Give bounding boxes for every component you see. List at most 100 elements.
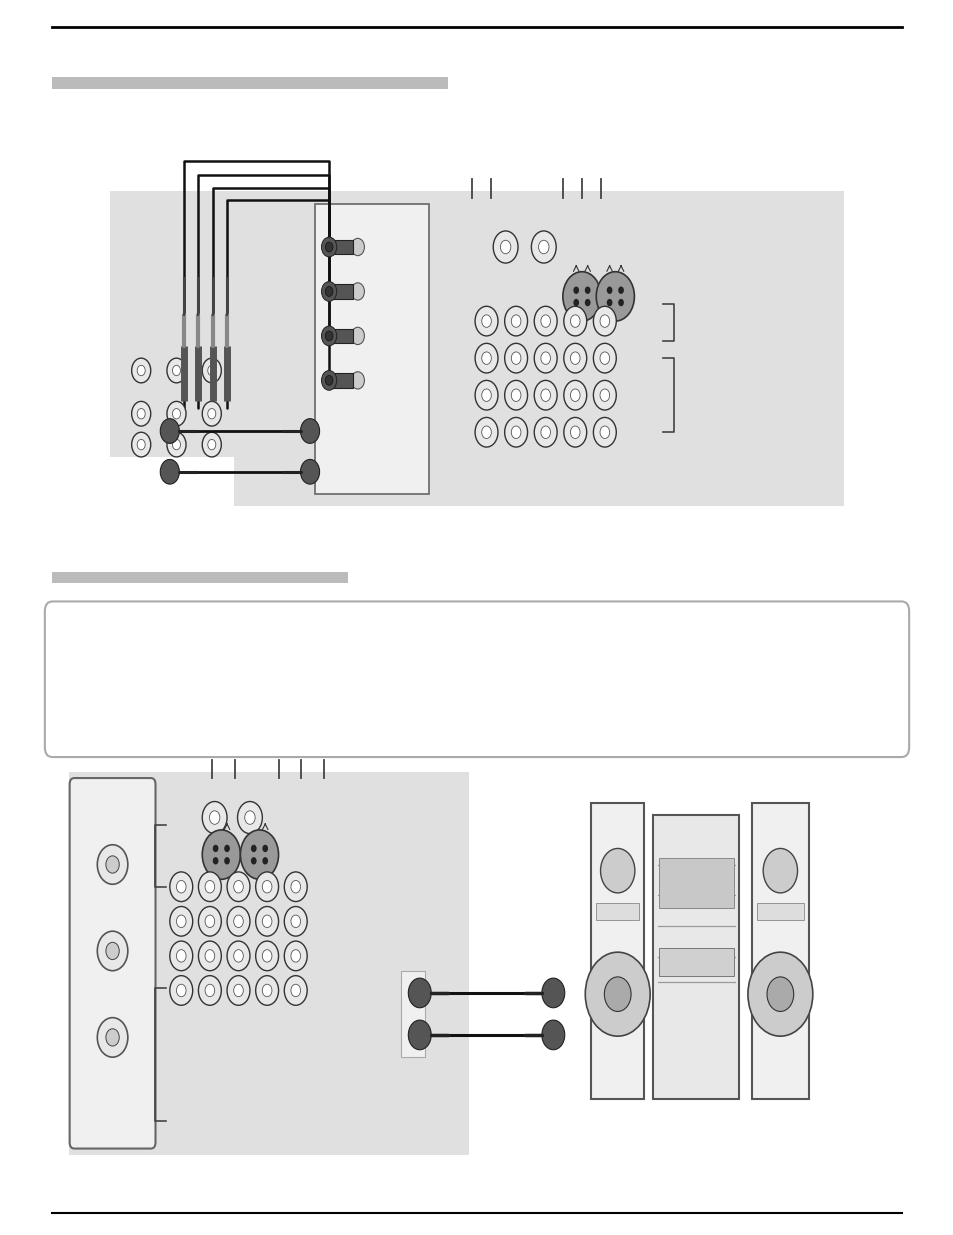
Circle shape	[534, 306, 557, 336]
Circle shape	[596, 272, 634, 321]
Circle shape	[233, 950, 243, 962]
Circle shape	[167, 358, 186, 383]
Circle shape	[160, 459, 179, 484]
Circle shape	[481, 352, 491, 364]
Circle shape	[541, 978, 564, 1008]
Circle shape	[325, 242, 333, 252]
Circle shape	[540, 315, 550, 327]
Bar	[400, 971, 424, 1057]
Circle shape	[504, 306, 527, 336]
Circle shape	[321, 282, 336, 301]
Circle shape	[351, 283, 364, 300]
Circle shape	[167, 401, 186, 426]
Bar	[314, 204, 429, 494]
Circle shape	[584, 299, 590, 306]
Circle shape	[284, 872, 307, 902]
Circle shape	[208, 440, 215, 450]
Circle shape	[132, 358, 151, 383]
Circle shape	[291, 915, 300, 927]
Circle shape	[618, 287, 623, 294]
Circle shape	[97, 845, 128, 884]
Bar	[69, 772, 469, 1155]
Bar	[329, 284, 353, 299]
Circle shape	[205, 950, 214, 962]
Circle shape	[255, 906, 278, 936]
Circle shape	[534, 343, 557, 373]
Circle shape	[205, 984, 214, 997]
Circle shape	[227, 906, 250, 936]
Circle shape	[534, 380, 557, 410]
Circle shape	[284, 941, 307, 971]
Circle shape	[198, 906, 221, 936]
Circle shape	[167, 432, 186, 457]
Circle shape	[351, 327, 364, 345]
Circle shape	[172, 409, 180, 419]
Circle shape	[106, 942, 119, 960]
Circle shape	[481, 389, 491, 401]
Bar	[756, 903, 803, 920]
Circle shape	[262, 857, 268, 864]
Circle shape	[202, 401, 221, 426]
Circle shape	[599, 389, 609, 401]
Circle shape	[262, 984, 272, 997]
Circle shape	[593, 306, 616, 336]
Circle shape	[325, 287, 333, 296]
Circle shape	[137, 409, 145, 419]
Circle shape	[493, 231, 517, 263]
Bar	[329, 240, 353, 254]
Bar	[659, 948, 733, 976]
Circle shape	[475, 306, 497, 336]
Circle shape	[205, 915, 214, 927]
Circle shape	[198, 976, 221, 1005]
Bar	[596, 903, 639, 920]
Circle shape	[208, 366, 215, 375]
Circle shape	[97, 1018, 128, 1057]
Circle shape	[202, 432, 221, 457]
Circle shape	[233, 915, 243, 927]
Circle shape	[202, 802, 227, 834]
Circle shape	[172, 366, 180, 375]
Circle shape	[531, 231, 556, 263]
Circle shape	[504, 380, 527, 410]
Circle shape	[540, 426, 550, 438]
Circle shape	[762, 848, 797, 893]
Circle shape	[600, 848, 635, 893]
Circle shape	[563, 306, 586, 336]
Circle shape	[202, 830, 240, 879]
Circle shape	[262, 845, 268, 852]
Circle shape	[599, 352, 609, 364]
Circle shape	[475, 343, 497, 373]
Circle shape	[408, 1020, 431, 1050]
Circle shape	[321, 370, 336, 390]
Circle shape	[284, 906, 307, 936]
Circle shape	[573, 299, 578, 306]
Circle shape	[562, 272, 600, 321]
Circle shape	[570, 352, 579, 364]
Circle shape	[325, 375, 333, 385]
Circle shape	[584, 287, 590, 294]
Circle shape	[540, 352, 550, 364]
Circle shape	[106, 856, 119, 873]
Circle shape	[321, 326, 336, 346]
Circle shape	[475, 380, 497, 410]
Circle shape	[570, 315, 579, 327]
Circle shape	[137, 440, 145, 450]
Circle shape	[176, 881, 186, 893]
Circle shape	[504, 417, 527, 447]
Circle shape	[224, 845, 230, 852]
Circle shape	[198, 941, 221, 971]
Circle shape	[540, 389, 550, 401]
Circle shape	[604, 977, 631, 1011]
Circle shape	[233, 881, 243, 893]
Circle shape	[570, 426, 579, 438]
Circle shape	[541, 1020, 564, 1050]
Circle shape	[599, 426, 609, 438]
Circle shape	[237, 802, 262, 834]
Circle shape	[408, 978, 431, 1008]
Circle shape	[351, 372, 364, 389]
Circle shape	[325, 331, 333, 341]
Circle shape	[227, 976, 250, 1005]
Circle shape	[208, 409, 215, 419]
Circle shape	[593, 417, 616, 447]
Circle shape	[240, 830, 278, 879]
